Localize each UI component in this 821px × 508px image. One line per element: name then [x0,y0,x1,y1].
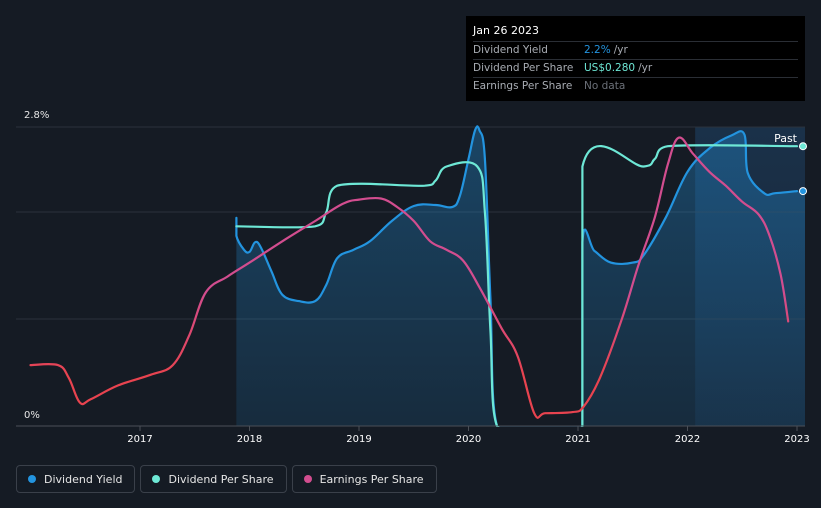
tooltip-row-dividend-yield: Dividend Yield 2.2%/yr [473,41,798,59]
tooltip-value: 2.2%/yr [584,42,628,59]
tooltip-row-dividend-per-share: Dividend Per Share US$0.280/yr [473,59,798,77]
dividend-per-share-end-marker [799,142,807,151]
legend-item-earnings-per-share[interactable]: Earnings Per Share [291,465,437,493]
legend-item-dividend-yield[interactable]: Dividend Yield [16,465,136,493]
x-tick-label: 2022 [675,434,700,445]
x-tick-label: 2018 [237,434,262,445]
legend-label: Earnings Per Share [319,472,424,486]
dividend-yield-area [236,126,805,427]
dividend-yield-line [235,125,799,427]
x-tick-label: 2021 [565,434,590,445]
tooltip-value: No data [584,78,625,95]
dividend-per-share-line [235,144,799,427]
tooltip-row-earnings-per-share: Earnings Per Share No data [473,77,798,95]
legend-dot-icon [152,475,161,483]
x-tick-label: 2023 [784,434,809,445]
tooltip-value-unit: /yr [613,44,628,56]
tooltip-label: Earnings Per Share [473,80,573,92]
tooltip: Jan 26 2023 Dividend Yield 2.2%/yr Divid… [466,16,805,101]
x-tick-label: 2019 [346,434,371,445]
legend-dot-icon [28,475,36,483]
legend-item-dividend-per-share[interactable]: Dividend Per Share [140,465,287,493]
tooltip-label: Dividend Yield [473,44,548,56]
legend: Dividend Yield Dividend Per Share Earnin… [16,465,437,493]
tooltip-date: Jan 26 2023 [473,24,539,37]
earnings-per-share-line [29,136,790,419]
y-tick-label-top: 2.8% [24,110,49,121]
x-tick-label: 2020 [456,434,481,445]
x-tick-label: 2017 [127,434,152,445]
legend-dot-icon [303,475,312,483]
tooltip-value: US$0.280/yr [584,60,652,77]
tooltip-value-number: US$0.280 [584,62,636,74]
y-tick-label-bottom: 0% [24,410,40,421]
tooltip-label: Dividend Per Share [473,62,574,74]
tooltip-value-number: No data [584,80,626,92]
legend-label: Dividend Per Share [168,472,274,486]
tooltip-value-unit: /yr [638,62,653,74]
tooltip-value-number: 2.2% [584,44,611,56]
dividend-yield-end-marker [799,187,807,196]
legend-label: Dividend Yield [44,472,123,486]
past-label: Past [774,132,798,145]
